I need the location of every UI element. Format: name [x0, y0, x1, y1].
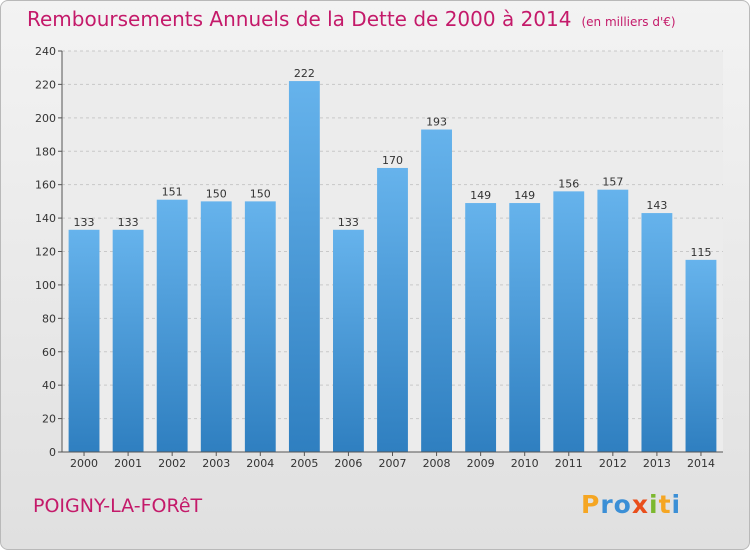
- data-label-2008: 193: [426, 116, 447, 129]
- logo-letter: i: [671, 490, 682, 519]
- data-label-2007: 170: [382, 154, 403, 167]
- bar-2014: [685, 259, 717, 452]
- bar-2004: [244, 201, 276, 452]
- x-tick-label-2010: 2010: [511, 457, 539, 470]
- chart-title: Remboursements Annuels de la Dette de 20…: [27, 7, 676, 31]
- data-label-2013: 143: [646, 199, 667, 212]
- bar-2003: [200, 201, 232, 452]
- y-tick-label: 100: [35, 279, 56, 292]
- y-tick-label: 40: [42, 379, 56, 392]
- x-tick-label-2002: 2002: [158, 457, 186, 470]
- proxiti-logo[interactable]: Proxiti: [581, 490, 681, 519]
- bar-2010: [509, 203, 541, 452]
- y-tick-label: 220: [35, 78, 56, 91]
- y-tick-label: 160: [35, 179, 56, 192]
- town-name: POIGNY-LA-FORêT: [33, 495, 203, 517]
- data-label-2011: 156: [558, 177, 579, 190]
- data-label-2003: 150: [206, 187, 227, 200]
- logo-letter: r: [600, 490, 614, 519]
- x-tick-label-2005: 2005: [290, 457, 318, 470]
- chart-unit-note: (en milliers d'€): [581, 15, 676, 29]
- bar-2012: [597, 189, 629, 452]
- x-tick-label-2013: 2013: [643, 457, 671, 470]
- logo-letter: i: [649, 490, 659, 519]
- y-tick-label: 20: [42, 413, 56, 426]
- y-tick-label: 180: [35, 145, 56, 158]
- y-tick-label: 120: [35, 246, 56, 259]
- bar-2000: [68, 229, 100, 452]
- y-tick-label: 140: [35, 212, 56, 225]
- data-label-2014: 115: [690, 246, 711, 259]
- logo-letter: x: [631, 490, 649, 519]
- x-tick-label-2007: 2007: [379, 457, 407, 470]
- bar-2006: [333, 229, 364, 452]
- bar-2009: [465, 203, 497, 452]
- x-tick-label-2009: 2009: [467, 457, 495, 470]
- x-tick-label-2003: 2003: [202, 457, 230, 470]
- chart-title-text: Remboursements Annuels de la Dette de 20…: [27, 7, 572, 31]
- bar-2013: [641, 213, 673, 452]
- bar-2008: [421, 129, 452, 452]
- logo-letter: o: [613, 490, 632, 519]
- x-tick-label-2014: 2014: [687, 457, 715, 470]
- y-tick-label: 200: [35, 112, 56, 125]
- bar-2005: [288, 81, 320, 452]
- x-tick-label-2011: 2011: [555, 457, 583, 470]
- data-label-2009: 149: [470, 189, 491, 202]
- data-label-2004: 150: [250, 187, 271, 200]
- x-tick-label-2004: 2004: [246, 457, 274, 470]
- bar-2001: [112, 229, 144, 452]
- y-tick-label: 80: [42, 312, 56, 325]
- data-label-2000: 133: [74, 216, 95, 229]
- data-label-2005: 222: [294, 67, 315, 80]
- data-label-2002: 151: [162, 186, 183, 199]
- x-tick-label-2012: 2012: [599, 457, 627, 470]
- y-tick-label: 240: [35, 45, 56, 58]
- x-tick-label-2001: 2001: [114, 457, 142, 470]
- data-label-2010: 149: [514, 189, 535, 202]
- bar-2007: [377, 167, 408, 453]
- x-tick-label-2008: 2008: [423, 457, 451, 470]
- x-tick-label-2000: 2000: [70, 457, 98, 470]
- x-tick-label-2006: 2006: [334, 457, 362, 470]
- bar-2002: [156, 199, 188, 452]
- y-tick-label: 60: [42, 346, 56, 359]
- data-label-2001: 133: [118, 216, 139, 229]
- logo-letter: t: [658, 490, 672, 519]
- y-tick-label: 0: [49, 446, 56, 459]
- logo-letter: P: [581, 490, 601, 519]
- bar-2011: [553, 191, 585, 452]
- data-label-2012: 157: [602, 176, 623, 189]
- data-label-2006: 133: [338, 216, 359, 229]
